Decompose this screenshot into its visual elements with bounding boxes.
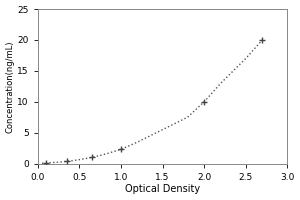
X-axis label: Optical Density: Optical Density bbox=[125, 184, 200, 194]
Y-axis label: Concentration(ng/mL): Concentration(ng/mL) bbox=[6, 40, 15, 133]
